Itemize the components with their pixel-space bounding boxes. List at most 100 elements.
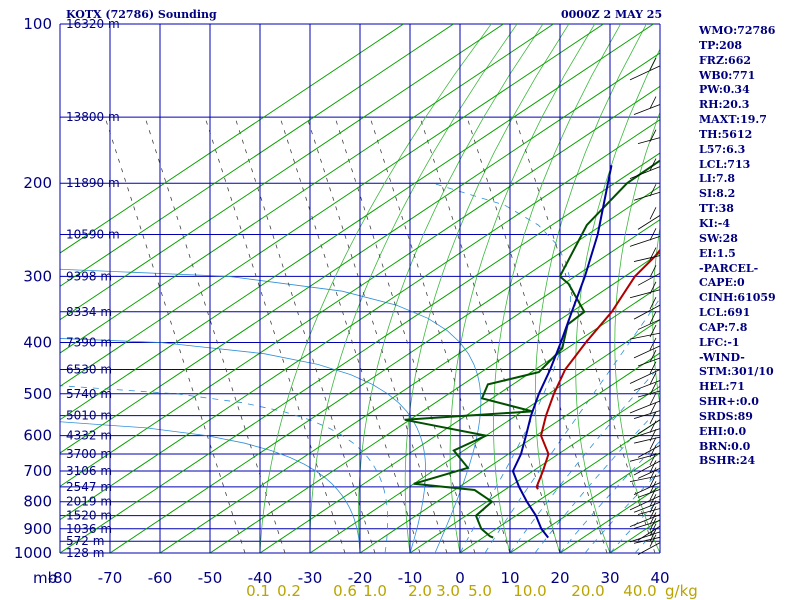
- sounding-index-item: EI:1.5: [699, 246, 736, 260]
- isotherm-line: [60, 24, 654, 421]
- sounding-index-item: SW:28: [699, 231, 738, 245]
- sounding-indices: WMO:72786 TP:208 FRZ:662 WB0:771 PW:0.34 RH:2…: [699, 24, 776, 469]
- mixing-ratio-tick-label: 0.2: [277, 582, 301, 600]
- wind-barb: [649, 460, 657, 473]
- wind-barb: [649, 228, 657, 241]
- mixing-ratio-line: [234, 117, 376, 553]
- dry-adiabat: [449, 24, 596, 553]
- wind-barb: [649, 247, 657, 260]
- sounding-index-item: HEL:71: [699, 380, 745, 394]
- height-label: 7390 m: [66, 335, 112, 349]
- mixing-ratio-tick-label: 1.0: [363, 582, 387, 600]
- height-label: 5740 m: [66, 387, 112, 401]
- wind-barb: [633, 255, 661, 262]
- pressure-tick-label: 200: [23, 174, 52, 192]
- moist-adiabats: [60, 182, 660, 553]
- pressure-tick-label: 100: [23, 15, 52, 33]
- temperature-tick-label: -10: [398, 569, 423, 587]
- wind-barb: [649, 96, 657, 109]
- wind-barb: [637, 468, 661, 479]
- wind-barb: [649, 512, 657, 525]
- wind-barb: [637, 272, 661, 286]
- wind-barbs: [629, 57, 661, 556]
- height-label: 16320 m: [66, 17, 120, 31]
- vertical-grid: [59, 24, 661, 553]
- isotherm-line: [209, 252, 660, 553]
- isotherm-line: [60, 24, 404, 254]
- pressure-tick-label: 800: [23, 493, 52, 511]
- wind-barb: [629, 235, 661, 247]
- mixing-ratio-tick-label: 10.0: [513, 582, 546, 600]
- wind-barb: [633, 104, 661, 115]
- height-label: 9398 m: [66, 269, 112, 283]
- wind-barb: [649, 518, 657, 531]
- temperature-line: [535, 248, 660, 490]
- sounding-index-item: L57:6.3: [699, 142, 746, 156]
- height-label: 6530 m: [66, 363, 112, 377]
- wind-barb: [633, 536, 661, 544]
- pressure-tick-label: 700: [23, 462, 52, 480]
- height-label: 10590 m: [66, 228, 120, 242]
- height-label: 572 m: [66, 534, 104, 548]
- wind-barb: [637, 137, 661, 145]
- wind-barb: [649, 529, 657, 542]
- wind-barb: [629, 514, 661, 527]
- height-label: 3106 m: [66, 464, 112, 478]
- wind-barb: [629, 332, 661, 340]
- dry-adiabat: [652, 225, 660, 407]
- dewpoint-line: [404, 159, 660, 539]
- isotherm-line: [60, 152, 660, 553]
- parcel-line: [511, 165, 613, 539]
- pressure-tick-label: 500: [23, 385, 52, 403]
- pressure-tick-label: 400: [23, 333, 52, 351]
- wind-barb: [649, 281, 657, 294]
- mixing-ratio-tick-label: 0.6: [333, 582, 357, 600]
- wind-barb: [637, 419, 661, 435]
- pressure-tick-label: 900: [23, 520, 52, 538]
- wind-barb: [637, 488, 661, 498]
- wind-barb: [637, 215, 661, 230]
- isotherm-line: [60, 85, 660, 487]
- wind-barb: [649, 349, 657, 363]
- isotherm-line: [409, 385, 660, 553]
- temperature-tick-label: 20: [550, 569, 569, 587]
- wind-barb: [637, 319, 661, 330]
- pressure-tick-label: 1000: [14, 544, 52, 562]
- height-label: 13800 m: [66, 110, 120, 124]
- wind-barb: [649, 420, 657, 433]
- mixing-ratio-unit-label: g/kg: [665, 582, 698, 600]
- wind-barb: [633, 345, 661, 359]
- wind-barb: [649, 372, 657, 385]
- wind-barb: [637, 357, 661, 367]
- isotherm-line: [309, 319, 660, 553]
- isotherm-line: [60, 24, 504, 321]
- wind-barb: [633, 304, 661, 320]
- wind-barb: [629, 369, 661, 384]
- wind-barb: [633, 482, 661, 495]
- wind-barb: [649, 428, 657, 442]
- isotherm-line: [60, 52, 660, 454]
- dry-adiabat: [793, 24, 800, 553]
- wind-barb: [629, 289, 661, 299]
- sounding-index-item: TH:5612: [699, 127, 753, 141]
- wind-barb: [629, 166, 661, 179]
- height-label: 2019 m: [66, 495, 112, 509]
- sounding-index-item: BRN:0.0: [699, 439, 751, 453]
- mixing-ratio-line: [334, 117, 476, 553]
- wind-barb: [633, 191, 661, 201]
- moist-adiabat: [534, 407, 660, 553]
- sounding-index-item: KI:-4: [699, 216, 730, 230]
- mixing-ratio-line: [104, 117, 246, 553]
- sounding-index-item: -PARCEL-: [699, 261, 759, 275]
- mixing-ratio-line: [204, 117, 346, 553]
- sounding-index-item: TP:208: [699, 38, 743, 52]
- wind-barb: [649, 402, 657, 415]
- mixing-ratio-line: [144, 117, 286, 553]
- height-label: 128 m: [66, 546, 104, 560]
- dry-adiabat: [575, 48, 660, 553]
- wind-barb: [633, 520, 661, 529]
- sounding-index-item: TT:38: [699, 202, 734, 216]
- mixing-ratio-line: [419, 117, 561, 553]
- sounding-index-item: -WIND-: [699, 350, 745, 364]
